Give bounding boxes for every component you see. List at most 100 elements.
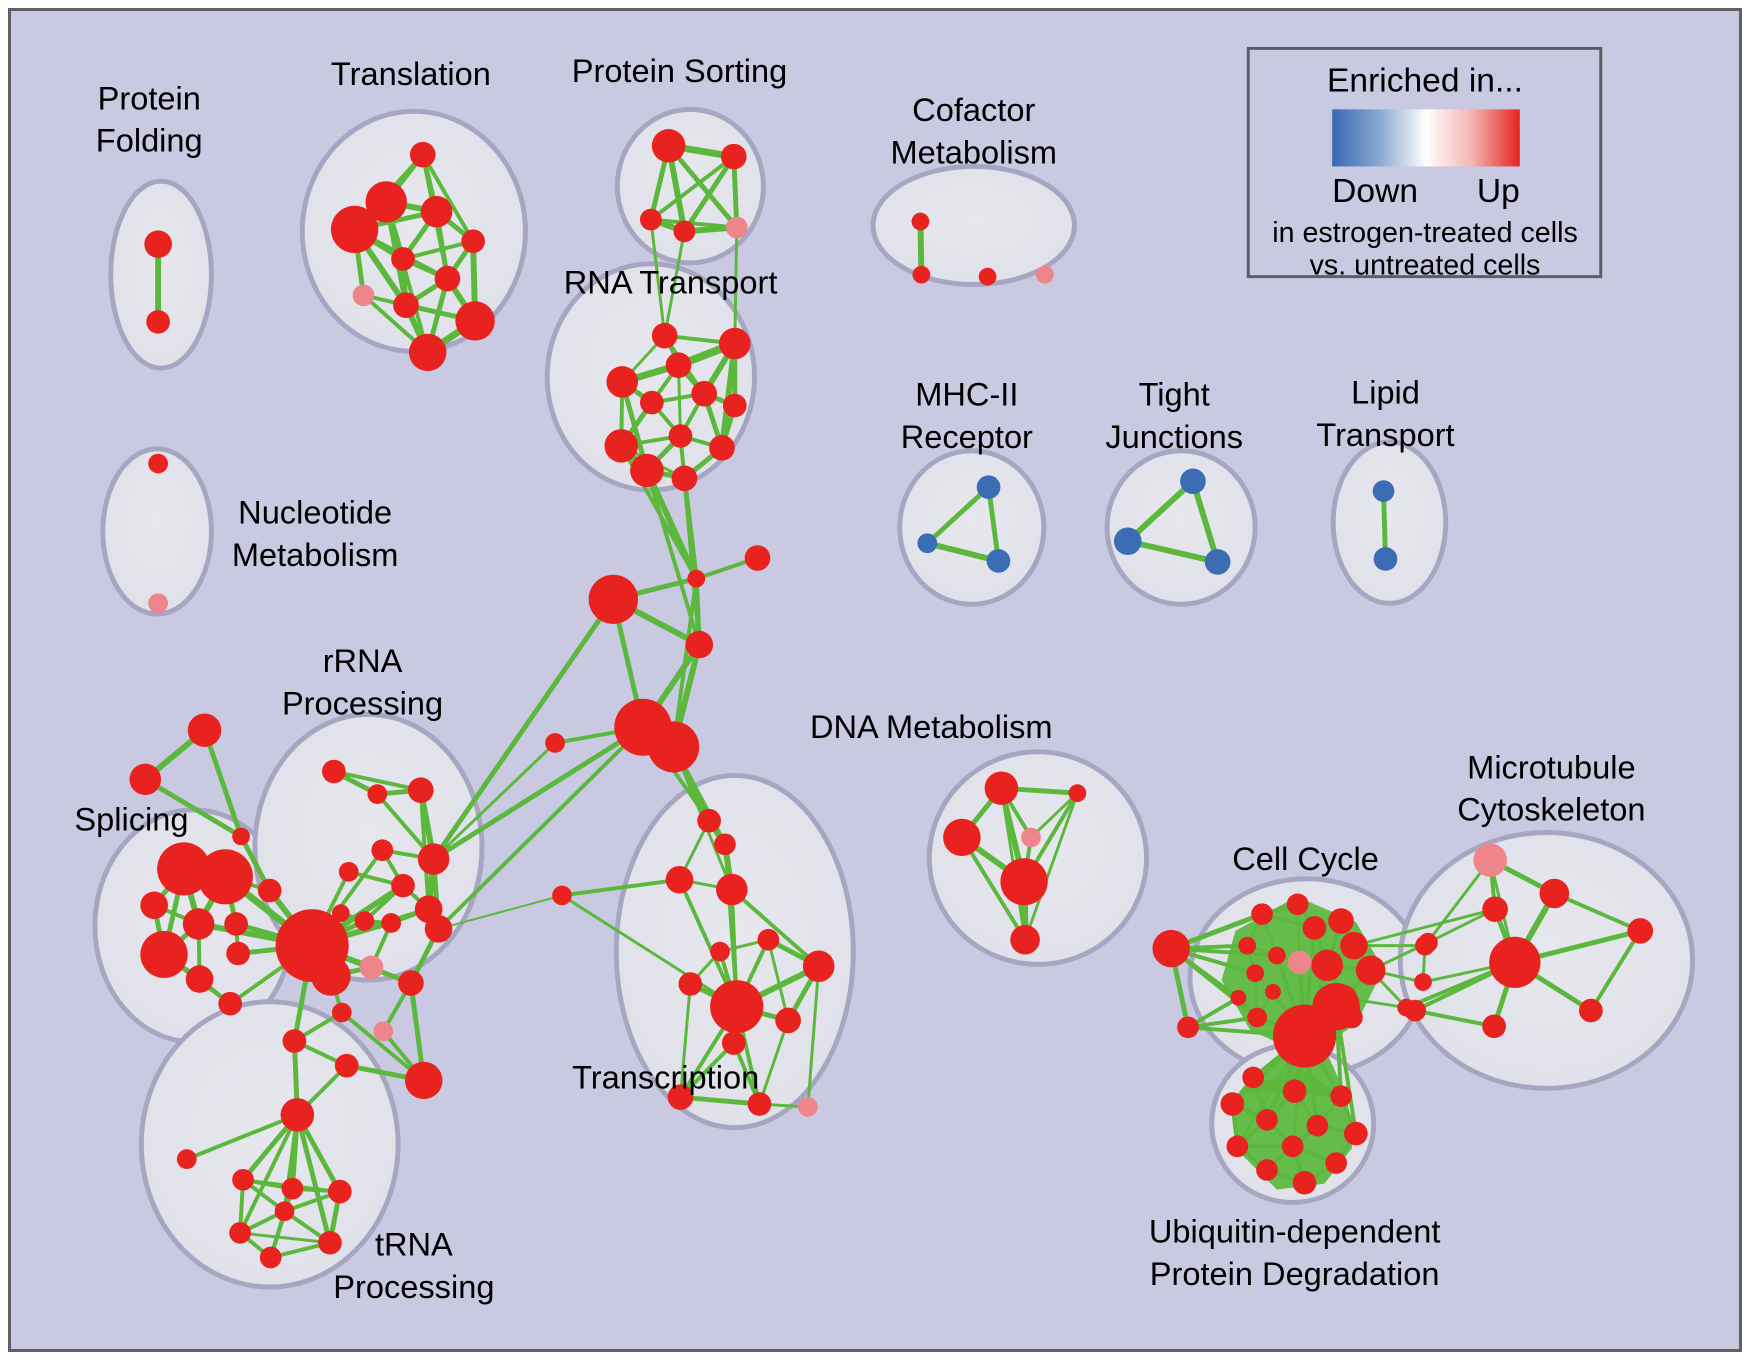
node-spt1 [187, 713, 222, 747]
edge-mh1-mh2 [925, 485, 991, 546]
node-tr2 [365, 181, 407, 223]
node-mt5 [1579, 998, 1603, 1023]
cluster-label-line: Transcription [572, 1059, 759, 1095]
cluster-label-cofactor-metabolism: Cofactor Metabolism [890, 92, 1057, 170]
node-tn1 [232, 1168, 254, 1191]
node-tr3 [420, 195, 453, 228]
cluster-label-line: Protein Degradation [1150, 1256, 1440, 1292]
node-rr9 [331, 904, 350, 923]
cluster-label-line: DNA Metabolism [810, 709, 1053, 745]
node-cm2 [912, 265, 931, 284]
node-sp6 [140, 930, 188, 979]
node-tr5 [461, 229, 485, 254]
edge-tx3-tx5 [561, 877, 680, 898]
edge-cc18-mtp [1423, 859, 1492, 947]
node-cc19 [1414, 973, 1432, 991]
edge-tr1-tr5 [421, 153, 475, 243]
edge-tx7-tx11 [766, 939, 790, 1021]
cluster-label-nucleotide-metabolism: Nucleotide Metabolism [232, 495, 399, 573]
node-rr16 [282, 1029, 307, 1053]
node-mh2 [917, 533, 938, 554]
edge-cm1-cm2 [917, 221, 925, 275]
edge-mh1-mh3 [986, 486, 1001, 562]
edge-tx8-tx15 [806, 966, 821, 1108]
node-tx4 [716, 873, 748, 906]
cluster-label-rrna-processing: rRNA Processing [282, 643, 443, 721]
node-sp5 [224, 912, 248, 936]
cluster-label-line: RNA Transport [564, 264, 778, 300]
node-rr14 [398, 970, 424, 996]
node-tx5 [552, 885, 572, 906]
node-nm2 [148, 593, 169, 614]
node-cc2 [1286, 893, 1309, 916]
node-ps1 [651, 129, 686, 163]
node-mt7 [1404, 999, 1426, 1022]
cluster-label-transcription: Transcription [572, 1059, 759, 1095]
node-cc9 [1340, 931, 1368, 960]
edge-tr5-tr6 [402, 239, 474, 261]
legend-gradient-bar [1332, 109, 1520, 167]
node-ps2 [720, 143, 747, 170]
edge-spt2-spt3 [144, 777, 243, 839]
node-ch4 [685, 630, 714, 659]
node-pf2 [146, 310, 170, 334]
cluster-label-lipid-transport: Lipid Transport [1316, 375, 1454, 453]
edge-dm2-dm6 [1023, 792, 1079, 941]
node-tx12 [721, 1031, 746, 1055]
node-tr1 [409, 141, 436, 168]
edge-tn4-tn6 [239, 1231, 331, 1245]
node-ch5 [545, 733, 565, 753]
cluster-label-line: Cytoskeleton [1457, 792, 1645, 828]
node-sp9 [218, 991, 243, 1016]
node-ub9 [1281, 1135, 1304, 1158]
node-mt2 [1482, 896, 1508, 923]
edge-dm2-dm4 [1029, 792, 1079, 839]
node-tj3 [1204, 549, 1231, 575]
cluster-label-cell-cycle: Cell Cycle [1232, 841, 1379, 877]
node-ub12 [1292, 1170, 1317, 1195]
network-canvas: Protein Folding Nucleotide Metabolism Transl… [74, 46, 1696, 1305]
edge-tj1-tj3 [1190, 480, 1221, 563]
legend-up-label: Up [1477, 173, 1520, 210]
edge-ch5-rr6 [432, 741, 557, 861]
node-rr10 [354, 911, 375, 931]
cluster-label-line: Nucleotide [238, 495, 392, 531]
edge-ps2-ps3 [649, 155, 735, 222]
node-cm4 [1035, 265, 1054, 284]
edge-tnh-tn6 [294, 1114, 333, 1244]
cluster-label-line: Folding [96, 123, 203, 159]
cluster-label-line: Transport [1316, 417, 1454, 453]
node-cc6 [1267, 946, 1286, 965]
node-tr10 [455, 301, 495, 341]
node-tn6 [318, 1230, 342, 1255]
node-tr6 [391, 247, 415, 271]
cluster-label-rna-transport: RNA Transport [564, 264, 778, 300]
node-ub3 [1330, 1085, 1352, 1107]
node-tx10 [710, 980, 764, 1034]
node-sp4 [182, 908, 215, 940]
edge-tnh-tns [186, 1113, 299, 1161]
cluster-ellipse-microtubule-cytoskeleton [1397, 830, 1696, 1091]
node-lt2 [1373, 547, 1398, 571]
node-rt8 [668, 424, 693, 448]
node-ccs [1152, 929, 1190, 968]
node-ub11 [1325, 1152, 1347, 1174]
cluster-label-protein-sorting: Protein Sorting [572, 53, 787, 89]
edge-ch3-rr6 [431, 597, 616, 861]
node-rt11 [630, 453, 664, 488]
node-hub3b [311, 956, 351, 996]
node-ub5 [1256, 1108, 1278, 1131]
edge-ccs2-cc16 [1187, 1015, 1258, 1030]
node-rt1 [651, 322, 678, 349]
node-nm1 [148, 453, 169, 474]
edge-tj2-tj3 [1127, 538, 1219, 565]
node-dm3 [943, 818, 981, 857]
node-spt3 [232, 827, 250, 846]
node-sp1 [157, 842, 211, 896]
node-tr7 [434, 265, 461, 292]
node-rt6 [691, 380, 718, 407]
cluster-label-ubiquitin-degradation: Ubiquitin-dependent Protein Degradation [1149, 1214, 1441, 1292]
cluster-label-line: Cell Cycle [1232, 841, 1379, 877]
edge-ps1-ps5 [666, 144, 739, 230]
